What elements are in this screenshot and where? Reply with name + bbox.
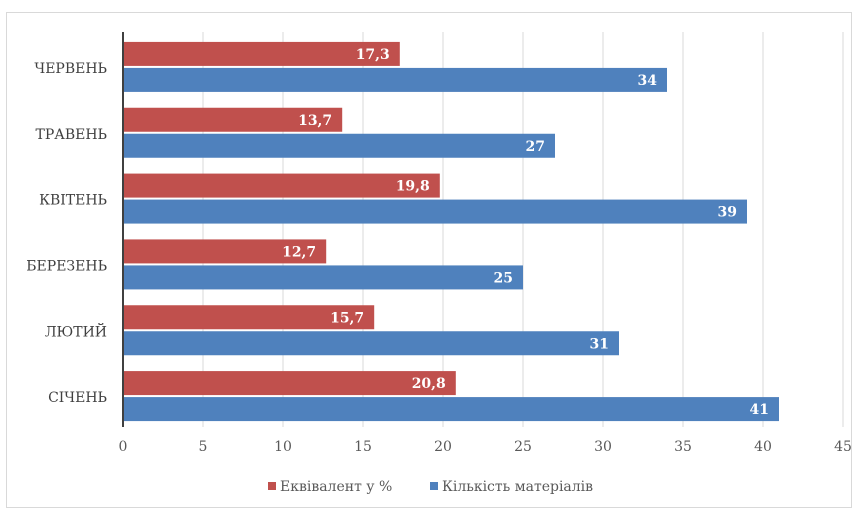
gridlines — [202, 32, 844, 427]
data-label: 19,8 — [396, 179, 430, 195]
data-label: 39 — [718, 205, 737, 221]
data-label: 27 — [526, 139, 545, 155]
x-tick-label: 0 — [119, 439, 128, 455]
x-tick-label: 5 — [199, 439, 208, 455]
data-label: 31 — [590, 336, 609, 352]
category-label: КВІТЕНЬ — [39, 193, 107, 209]
bar-equivalent-5 — [123, 41, 400, 66]
data-labels: 20,8 41 15,7 31 12,7 25 19,8 39 13,7 27 17,3 34 — [282, 47, 769, 418]
category-label: БЕРЕЗЕНЬ — [26, 258, 107, 274]
x-tick-label: 40 — [754, 439, 772, 455]
x-tick-label: 35 — [674, 439, 692, 455]
legend-label: Кількість матеріалів — [442, 479, 593, 495]
x-tick-label: 45 — [834, 439, 852, 455]
legend: Еквівалент у % Кількість матеріалів — [268, 479, 593, 495]
data-label: 34 — [638, 73, 658, 89]
bar-count-3 — [123, 199, 747, 224]
bars — [123, 41, 779, 422]
bar-equivalent-4 — [123, 107, 343, 132]
bar-equivalent-2 — [123, 239, 327, 264]
bar-equivalent-3 — [123, 173, 440, 198]
data-label: 15,7 — [330, 310, 364, 326]
bar-count-4 — [123, 133, 555, 158]
x-tick-label: 20 — [434, 439, 452, 455]
legend-swatch — [430, 482, 438, 490]
x-tick-labels: 0 5 10 15 20 25 30 35 40 45 — [119, 439, 852, 455]
bar-equivalent-0 — [123, 371, 456, 396]
bar-count-5 — [123, 67, 667, 92]
category-label: ЧЕРВЕНЬ — [34, 61, 107, 77]
bar-count-2 — [123, 265, 523, 290]
bar-count-1 — [123, 331, 619, 356]
legend-swatch — [268, 482, 276, 490]
bar-count-0 — [123, 397, 779, 422]
data-label: 20,8 — [412, 376, 446, 392]
x-tick-label: 30 — [594, 439, 612, 455]
data-label: 13,7 — [298, 113, 332, 129]
data-label: 17,3 — [356, 47, 390, 63]
category-label: СІЧЕНЬ — [48, 390, 107, 406]
category-label: ТРАВЕНЬ — [35, 127, 107, 143]
category-labels: СІЧЕНЬ ЛЮТИЙ БЕРЕЗЕНЬ КВІТЕНЬ ТРАВЕНЬ ЧЕРВЕНЬ — [26, 61, 107, 406]
data-label: 12,7 — [282, 244, 316, 260]
x-tick-label: 10 — [274, 439, 292, 455]
category-label: ЛЮТИЙ — [45, 321, 107, 340]
bar-equivalent-1 — [123, 305, 375, 330]
data-label: 25 — [494, 270, 513, 286]
legend-label: Еквівалент у % — [280, 479, 392, 495]
x-tick-label: 15 — [354, 439, 372, 455]
x-tick-label: 25 — [514, 439, 532, 455]
data-label: 41 — [750, 402, 769, 418]
